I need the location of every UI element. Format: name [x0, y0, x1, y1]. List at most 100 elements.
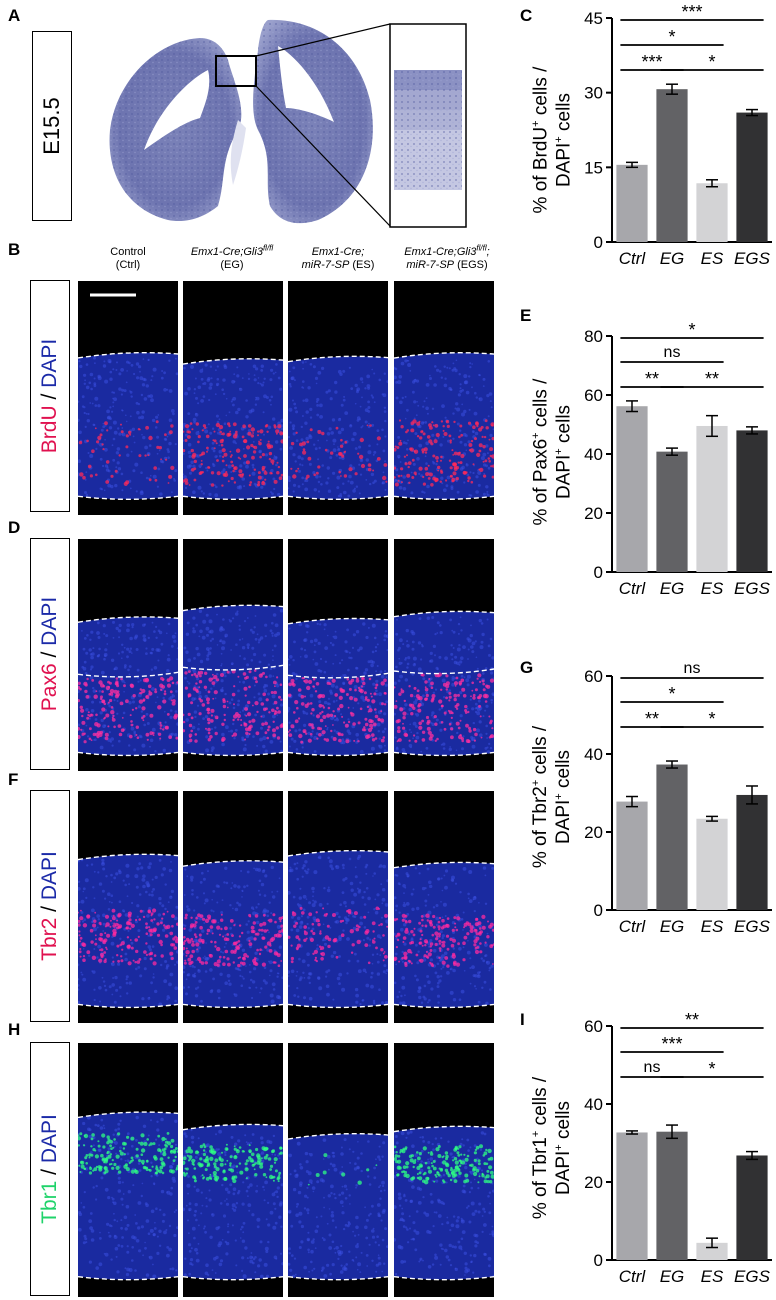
row-label-dapi: DAPI	[38, 596, 61, 646]
stage-label-box: E15.5	[32, 31, 72, 221]
y-tick-label: 15	[584, 158, 603, 177]
row-label-marker: Pax6	[38, 663, 61, 712]
significance-label: **	[685, 1010, 699, 1030]
column-header-eg: Emx1-Cre;Gli3fl/fl (EG)	[180, 244, 284, 272]
ylabel-sup: +	[529, 1130, 542, 1138]
col-header-line2b: (EGS)	[454, 259, 488, 271]
panel-letter-f: F	[8, 770, 19, 789]
significance-label: ns	[644, 1059, 661, 1076]
ylabel-part: DAPI	[553, 454, 574, 500]
y-tick-label: 60	[584, 667, 603, 686]
significance-label: *	[688, 320, 695, 340]
bar-eg	[656, 764, 688, 910]
x-tick-label: ES	[701, 1267, 724, 1286]
row-label-sep: /	[38, 645, 61, 664]
row-label-marker: Tbr2	[38, 917, 61, 961]
error-bar	[706, 815, 718, 822]
ylabel-part: cells /	[530, 1076, 552, 1131]
panel-letter-e: E	[520, 306, 532, 325]
y-tick-label: 0	[594, 901, 603, 920]
col-header-line1: Emx1-Cre;Gli3	[190, 246, 263, 258]
error-bar	[626, 795, 638, 808]
tissue-region	[78, 352, 178, 500]
significance-label: ns	[664, 344, 681, 361]
x-tick-label: EG	[660, 249, 685, 268]
significance-label: **	[645, 369, 659, 389]
error-bar	[666, 447, 678, 456]
ylabel-part: DAPI	[553, 142, 575, 188]
error-bar	[746, 426, 758, 435]
significance-label: ***	[661, 1034, 682, 1054]
bar-eg	[656, 1131, 688, 1260]
bar-chart-pax6: 0 20 40 60 80 Ctrl EG ES EGS * ns ** **	[584, 320, 772, 598]
x-tick-label: EGS	[734, 1267, 771, 1286]
significance-label: ***	[681, 2, 702, 22]
y-tick-label: 60	[584, 386, 603, 405]
bar-ctrl	[616, 406, 648, 572]
significance-label: **	[645, 709, 659, 729]
micrograph-tbr1-eg	[183, 1043, 283, 1297]
ylabel-sup: +	[529, 779, 542, 787]
bar-ctrl	[616, 801, 648, 910]
y-label-c: % of BrdU+ cells / DAPI+ cells	[522, 30, 582, 250]
x-tick-label: ES	[701, 249, 724, 268]
panel-letter-h: H	[8, 1020, 21, 1039]
significance-label: *	[708, 1059, 715, 1079]
y-label-g: % of Tbr2+ cells / DAPI+ cells	[522, 678, 582, 916]
y-tick-label: 20	[584, 1173, 603, 1192]
error-bar	[746, 785, 758, 805]
micrograph-pax6-egs	[394, 539, 494, 771]
micrograph-pax6-eg	[183, 539, 283, 771]
bar-es	[696, 1242, 728, 1260]
y-label-e: % of Pax6+ cells / DAPI+ cells	[522, 330, 582, 574]
micrograph-brdu-eg	[183, 281, 283, 515]
ylabel-sup: +	[529, 120, 542, 127]
micrograph-brdu-ctrl	[78, 281, 178, 515]
y-tick-label: 0	[594, 233, 603, 252]
micrograph-pax6-es	[288, 539, 388, 771]
col-header-line2b: (ES)	[349, 259, 375, 271]
significance-label: ***	[641, 52, 662, 72]
row-label-dapi: DAPI	[38, 851, 61, 901]
y-tick-label: 0	[594, 563, 603, 582]
x-tick-label: EG	[660, 1267, 685, 1286]
x-tick-label: ES	[701, 579, 724, 598]
ylabel-sup: +	[529, 432, 542, 439]
row-label-marker: BrdU	[38, 405, 62, 454]
y-tick-label: 20	[584, 504, 603, 523]
ylabel-sup: +	[552, 793, 565, 800]
bar-eg	[656, 451, 688, 572]
column-header-ctrl: Control (Ctrl)	[78, 246, 178, 272]
micrograph-tbr2-es	[288, 791, 388, 1023]
ylabel-part: cells /	[530, 66, 552, 121]
y-tick-label: 45	[584, 9, 603, 28]
y-label-i: % of Tbr1+ cells / DAPI+ cells	[522, 1028, 582, 1268]
micrograph-brdu-egs	[394, 281, 494, 515]
ylabel-part: DAPI	[553, 799, 575, 845]
bar-egs	[736, 112, 768, 242]
panel-letter-a: A	[8, 6, 21, 25]
panel-letter-g: G	[520, 658, 534, 677]
bar-ctrl	[616, 1132, 648, 1260]
row-label-sep: /	[38, 387, 62, 406]
error-bar	[706, 1237, 718, 1249]
y-tick-label: 60	[584, 1017, 603, 1036]
row-label-dapi: DAPI	[38, 338, 62, 388]
row-label-brdu: BrdU / DAPI	[30, 280, 70, 512]
ylabel-part: cells	[553, 749, 575, 794]
micrograph-pax6-ctrl	[78, 539, 178, 771]
y-tick-label: 0	[594, 1251, 603, 1270]
x-tick-label: EGS	[734, 249, 771, 268]
y-tick-label: 20	[584, 823, 603, 842]
bar-es	[696, 183, 728, 242]
ylabel-sup: +	[552, 1144, 565, 1151]
x-tick-label: EGS	[734, 917, 771, 936]
micrograph-tbr2-eg	[183, 791, 283, 1023]
significance-label: *	[708, 709, 715, 729]
x-tick-label: EG	[660, 917, 685, 936]
brain-section-image	[109, 19, 467, 228]
tissue-region	[288, 850, 388, 1008]
error-bar	[666, 83, 678, 95]
